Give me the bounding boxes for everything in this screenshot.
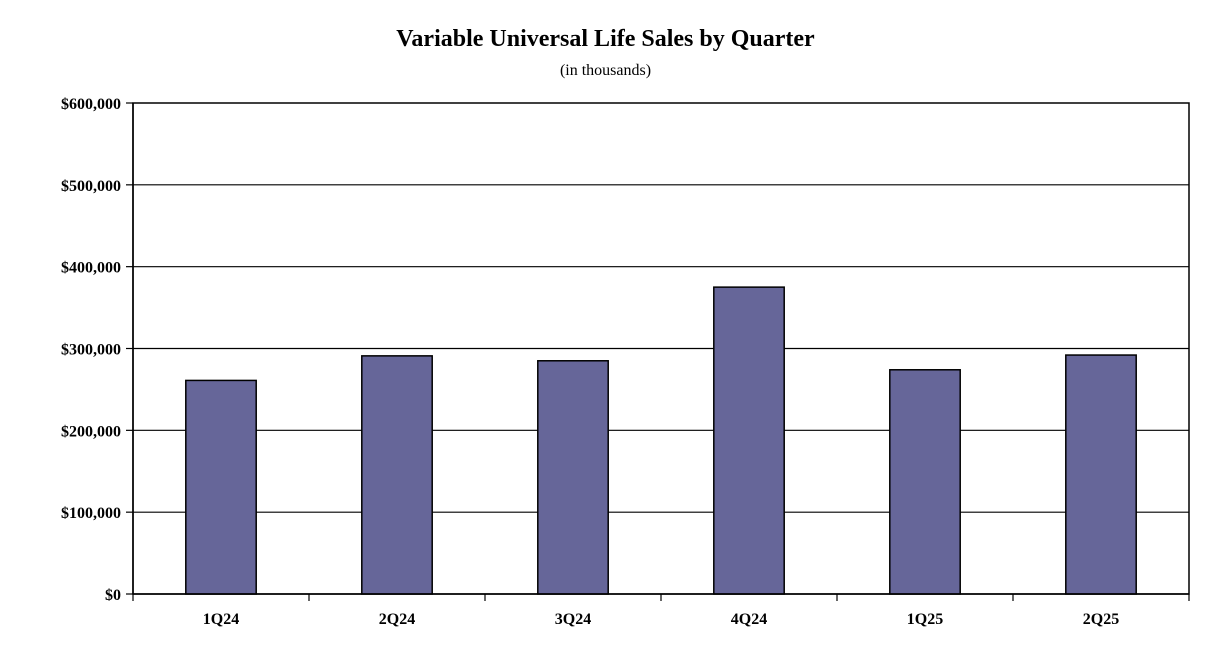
x-tick-label: 1Q24 <box>203 611 239 628</box>
y-tick-label: $300,000 <box>61 342 121 359</box>
bar <box>185 379 257 595</box>
bar <box>889 369 961 595</box>
bar <box>1065 354 1137 595</box>
chart-title: Variable Universal Life Sales by Quarter <box>396 26 815 52</box>
x-tick-label: 3Q24 <box>555 611 591 628</box>
y-tick-label: $500,000 <box>61 178 121 195</box>
y-tick-label: $600,000 <box>61 96 121 113</box>
bar <box>537 360 609 595</box>
y-tick-label: $0 <box>105 587 121 604</box>
x-tick-label: 2Q24 <box>379 611 415 628</box>
y-tick-label: $100,000 <box>61 505 121 522</box>
x-tick-label: 4Q24 <box>731 611 767 628</box>
y-tick-label: $200,000 <box>61 423 121 440</box>
x-tick-label: 2Q25 <box>1083 611 1119 628</box>
x-tick-label: 1Q25 <box>907 611 943 628</box>
bar <box>361 355 433 595</box>
chart-subtitle: (in thousands) <box>559 62 652 79</box>
y-tick-label: $400,000 <box>61 260 121 277</box>
bar <box>713 286 785 595</box>
